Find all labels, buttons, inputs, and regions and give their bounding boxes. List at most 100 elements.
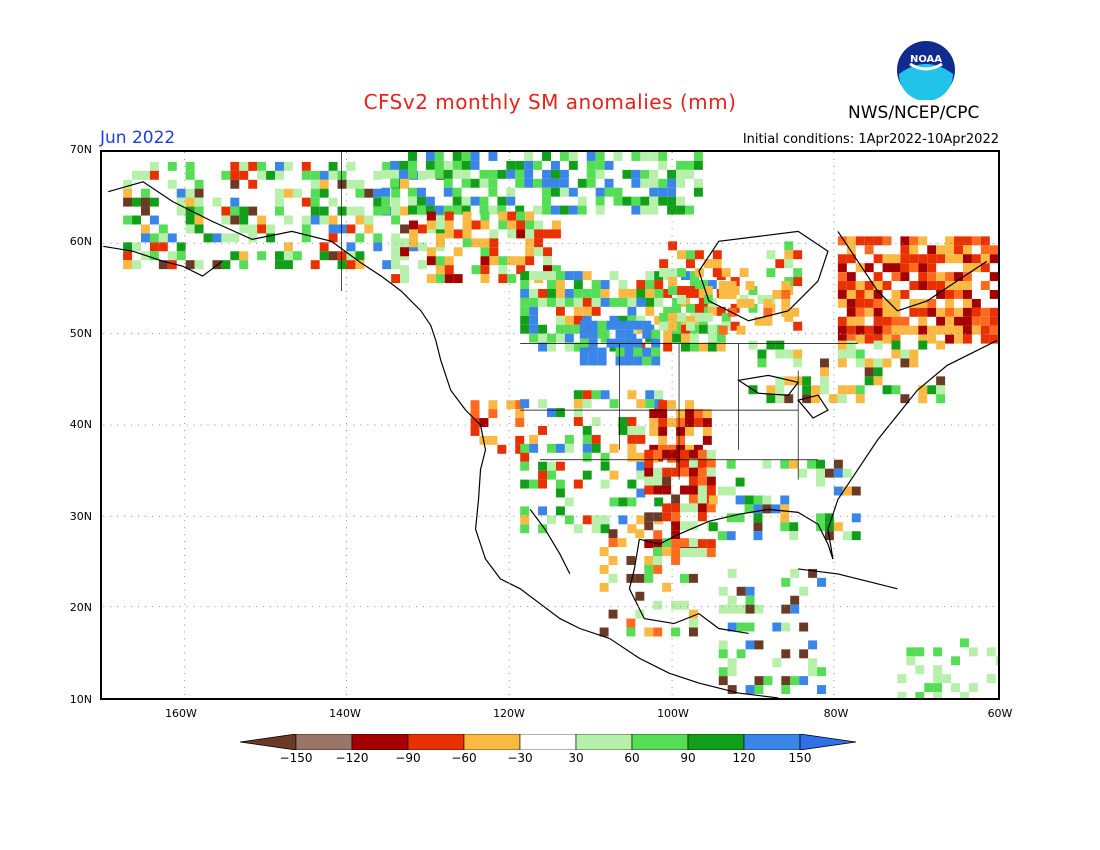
anomaly-cell xyxy=(676,205,686,215)
anomaly-cell xyxy=(882,263,892,273)
anomaly-cell xyxy=(538,271,548,281)
anomaly-cell xyxy=(538,333,548,343)
anomaly-cell xyxy=(346,206,356,216)
anomaly-cell xyxy=(579,320,589,330)
anomaly-cell xyxy=(971,236,981,246)
colorbar-label: 60 xyxy=(624,751,640,765)
anomaly-cell xyxy=(954,236,963,246)
anomaly-cell xyxy=(609,443,619,453)
anomaly-cell xyxy=(275,188,284,198)
anomaly-cell xyxy=(416,187,426,197)
anomaly-cell xyxy=(882,254,892,264)
anomaly-cell xyxy=(689,342,699,352)
anomaly-cell xyxy=(688,548,698,558)
anomaly-cell xyxy=(221,206,231,216)
anomaly-cell xyxy=(550,169,560,179)
anomaly-cell xyxy=(891,307,901,317)
anomaly-cell xyxy=(319,179,329,189)
anomaly-cell xyxy=(470,409,480,419)
anomaly-cell xyxy=(301,233,311,243)
anomaly-cell xyxy=(622,196,632,206)
anomaly-cell xyxy=(551,229,561,239)
anomaly-cell xyxy=(123,197,133,207)
anomaly-cell xyxy=(900,245,910,255)
anomaly-cell xyxy=(671,627,681,637)
colorbar-swatch xyxy=(240,734,297,750)
anomaly-cell xyxy=(608,556,618,565)
anomaly-cell xyxy=(694,303,704,313)
anomaly-cell xyxy=(435,256,445,266)
anomaly-cell xyxy=(689,280,699,289)
anomaly-cell xyxy=(373,242,383,252)
anomaly-cell xyxy=(909,349,919,359)
anomaly-cell xyxy=(627,306,637,316)
anomaly-cell xyxy=(986,674,996,684)
anomaly-cell xyxy=(555,443,565,453)
anomaly-cell xyxy=(909,281,919,290)
anomaly-cell xyxy=(837,340,847,350)
anomaly-cell xyxy=(488,178,498,188)
anomaly-cell xyxy=(671,548,681,558)
coastlines xyxy=(103,181,997,698)
anomaly-cell xyxy=(520,443,530,453)
anomaly-cell xyxy=(627,524,637,534)
anomaly-cell xyxy=(793,358,803,368)
anomaly-cell xyxy=(555,333,565,343)
colorbar-swatch xyxy=(295,734,353,750)
anomaly-cell xyxy=(909,325,919,335)
anomaly-cell xyxy=(816,513,825,523)
anomaly-cell xyxy=(140,233,150,243)
anomaly-cell xyxy=(642,356,652,366)
anomaly-cell xyxy=(355,206,365,216)
anomaly-cell xyxy=(918,281,928,290)
anomaly-cell xyxy=(891,298,901,308)
anomaly-cell xyxy=(524,152,534,161)
anomaly-cell xyxy=(837,254,847,264)
anomaly-cell xyxy=(568,160,578,170)
anomaly-cell xyxy=(891,349,901,359)
anomaly-cell xyxy=(717,531,727,541)
anomaly-cell xyxy=(846,325,856,335)
anomaly-cell xyxy=(677,294,687,304)
anomaly-cell xyxy=(416,205,426,215)
anomaly-cell xyxy=(520,324,530,334)
anomaly-cell xyxy=(918,334,928,344)
anomaly-cell xyxy=(257,161,267,171)
anomaly-cell xyxy=(275,161,284,171)
anomaly-cell xyxy=(842,531,852,541)
colorbar-swatch xyxy=(687,734,745,750)
anomaly-cell xyxy=(559,205,569,215)
anomaly-cell xyxy=(547,515,556,525)
anomaly-cell xyxy=(426,274,436,284)
anomaly-cell xyxy=(757,349,767,359)
anomaly-cell xyxy=(520,297,530,307)
anomaly-cell xyxy=(799,622,809,632)
anomaly-cell xyxy=(488,152,498,161)
anomaly-cell xyxy=(962,236,972,246)
anomaly-cell xyxy=(986,647,996,657)
anomaly-cell xyxy=(149,233,159,243)
anomaly-cell xyxy=(635,573,645,583)
anomaly-cell xyxy=(408,196,417,206)
anomaly-cell xyxy=(167,161,177,171)
anomaly-cell xyxy=(718,640,728,650)
anomaly-cell xyxy=(618,288,628,298)
anomaly-cell xyxy=(659,268,669,278)
anomaly-cell xyxy=(980,316,990,326)
anomaly-cell xyxy=(613,196,623,206)
anomaly-cell xyxy=(846,254,856,264)
anomaly-cell xyxy=(909,254,919,264)
anomaly-cell xyxy=(538,506,548,516)
anomaly-cell xyxy=(653,485,663,495)
anomaly-cell xyxy=(555,408,565,418)
anomaly-cell xyxy=(573,280,583,289)
anomaly-cell xyxy=(140,206,150,216)
anomaly-cell xyxy=(649,426,659,436)
anomaly-cell xyxy=(636,280,646,289)
anomaly-cell xyxy=(543,247,552,257)
anomaly-cell xyxy=(391,197,401,207)
anomaly-cell xyxy=(221,215,231,225)
anomaly-cell xyxy=(659,259,669,269)
anomaly-cell xyxy=(680,600,689,610)
anomaly-cell xyxy=(735,477,745,487)
